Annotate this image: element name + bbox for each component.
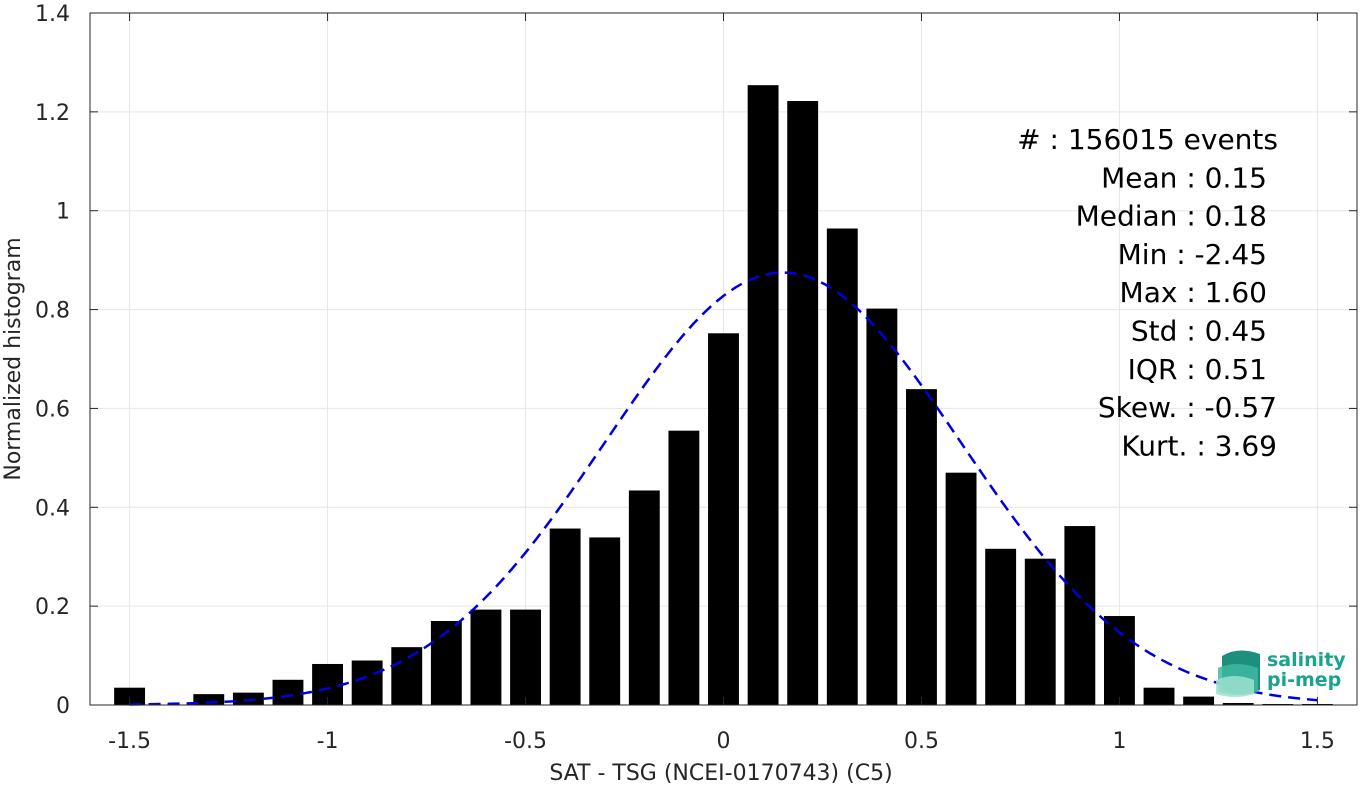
x-tick-label-2: -0.5 — [504, 729, 547, 754]
bar-21 — [985, 548, 1017, 705]
bar-9 — [510, 609, 541, 705]
stat-line-4: Max : 1.60 — [1120, 276, 1267, 309]
y-tick-label-4: 0.8 — [35, 299, 70, 324]
stat-line-0: # : 156015 events — [1017, 123, 1278, 156]
bar-22 — [1024, 558, 1056, 705]
histogram-bars — [114, 85, 1333, 706]
x-tick-label-3: 0 — [717, 729, 731, 754]
salinity-pi-mep-logo: salinity pi-mep — [1216, 649, 1346, 697]
logo-line-2: pi-mep — [1267, 669, 1341, 691]
stat-line-1: Mean : 0.15 — [1101, 161, 1267, 194]
bar-6 — [391, 647, 423, 705]
x-tick-label-6: 1.5 — [1300, 729, 1335, 754]
bar-13 — [668, 430, 700, 705]
normal-fit-curve — [129, 271, 1318, 706]
wave-logo-icon — [1216, 650, 1260, 697]
x-tick-labels: -1.5 -1 -0.5 0 0.5 1 1.5 — [108, 729, 1335, 754]
stat-line-7: Skew. : -0.57 — [1098, 391, 1277, 424]
bar-11 — [589, 537, 621, 705]
bar-5 — [351, 660, 383, 705]
x-axis-title: SAT - TSG (NCEI-0170743) (C5) — [549, 761, 892, 785]
y-tick-label-5: 1 — [56, 200, 70, 225]
bar-7 — [430, 620, 462, 705]
stat-line-8: Kurt. : 3.69 — [1121, 429, 1277, 462]
stat-line-6: IQR : 0.51 — [1128, 353, 1267, 386]
y-tick-label-1: 0.2 — [35, 595, 70, 620]
y-tick-labels: 0 0.2 0.4 0.6 0.8 1 1.2 1.4 — [35, 2, 70, 719]
bar-1 — [193, 694, 225, 705]
bar-27 — [1222, 703, 1254, 705]
x-tick-label-0: -1.5 — [108, 729, 151, 754]
x-tick-label-5: 1 — [1112, 729, 1126, 754]
x-tick-label-4: 0.5 — [904, 729, 939, 754]
y-tick-label-6: 1.2 — [35, 101, 70, 126]
bar-12 — [628, 490, 660, 705]
y-axis-title: Normalized histogram — [1, 237, 26, 480]
bar-2 — [232, 692, 264, 705]
stat-line-3: Min : -2.45 — [1118, 238, 1267, 271]
axis-ticks — [90, 12, 1357, 706]
bar-10 — [549, 528, 581, 705]
bar-15 — [747, 85, 779, 705]
bar-18 — [866, 308, 898, 705]
bar-23 — [1064, 526, 1096, 705]
bar-17 — [826, 228, 858, 705]
bar-3 — [272, 679, 304, 705]
bar-16 — [787, 100, 819, 706]
bar-26 — [1183, 696, 1215, 705]
x-tick-label-1: -1 — [317, 729, 339, 754]
bar-19 — [906, 389, 937, 705]
logo-line-1: salinity — [1267, 649, 1346, 671]
bar-0 — [114, 687, 146, 705]
stat-line-5: Std : 0.45 — [1131, 315, 1267, 348]
y-tick-label-2: 0.4 — [35, 496, 70, 521]
y-tick-label-0: 0 — [56, 694, 70, 719]
y-tick-label-7: 1.4 — [35, 2, 70, 27]
statistics-box: # : 156015 events Mean : 0.15 Median : 0.1… — [1017, 123, 1278, 462]
bar-14 — [708, 333, 739, 705]
bar-25 — [1143, 687, 1175, 705]
bar-8 — [470, 609, 502, 705]
y-tick-label-3: 0.6 — [35, 397, 70, 422]
bar-24 — [1103, 616, 1135, 705]
stat-line-2: Median : 0.18 — [1076, 200, 1267, 233]
bar-20 — [945, 472, 977, 705]
